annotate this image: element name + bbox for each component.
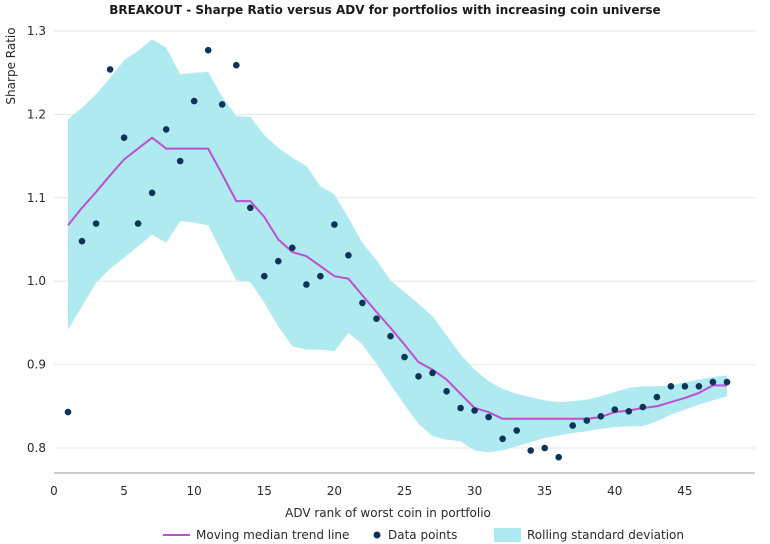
data-point	[106, 66, 114, 73]
legend-label-data-points: Data points	[388, 528, 457, 542]
x-tick-label: 35	[537, 484, 552, 498]
y-tick-labels: 0.8 0.9 1.0 1.1 1.2 1.3	[27, 24, 46, 455]
data-point	[709, 378, 717, 386]
data-point	[162, 126, 170, 133]
data-point	[218, 101, 226, 108]
data-point	[695, 383, 703, 390]
x-tick-label: 25	[397, 484, 412, 498]
data-point	[527, 447, 534, 454]
data-point	[190, 97, 198, 105]
data-point	[345, 252, 352, 259]
data-point	[667, 383, 675, 390]
data-point	[134, 220, 142, 227]
data-point	[583, 417, 591, 424]
y-tick-label: 1.3	[27, 24, 46, 38]
data-point	[64, 408, 72, 416]
data-point	[373, 315, 380, 323]
legend: Moving median trend line Data points Rol…	[163, 528, 684, 542]
rolling-std-band	[68, 39, 727, 453]
data-point	[317, 272, 324, 280]
data-point	[723, 378, 731, 386]
x-tick-label: 5	[120, 484, 128, 498]
std-band-layer	[68, 39, 727, 453]
data-point	[331, 221, 338, 228]
data-point	[541, 444, 548, 452]
data-points-layer	[64, 46, 731, 461]
y-axis-label: Sharpe Ratio	[4, 27, 18, 104]
data-point	[204, 46, 212, 54]
chart-title: BREAKOUT - Sharpe Ratio versus ADV for p…	[109, 3, 660, 17]
data-point	[303, 281, 310, 288]
data-point	[247, 204, 254, 212]
data-point	[120, 134, 128, 141]
y-tick-label: 1.1	[27, 191, 46, 205]
data-point	[429, 369, 436, 377]
data-point	[625, 408, 633, 415]
y-tick-label: 1.0	[27, 274, 46, 288]
x-tick-label: 40	[607, 484, 622, 498]
data-point	[597, 413, 605, 420]
data-point	[499, 435, 506, 443]
y-tick-label: 1.2	[27, 107, 46, 121]
x-tick-label: 20	[327, 484, 342, 498]
data-point	[457, 404, 464, 412]
data-point	[653, 393, 661, 401]
data-point	[555, 453, 562, 461]
data-point	[78, 237, 86, 245]
data-point	[471, 407, 478, 414]
data-point	[485, 413, 492, 421]
data-point	[611, 406, 619, 413]
legend-item-rolling-std: Rolling standard deviation	[494, 528, 684, 542]
x-tick-label: 30	[467, 484, 482, 498]
x-tick-label: 0	[50, 484, 58, 498]
data-point	[415, 373, 422, 380]
legend-item-data-points: Data points	[373, 528, 457, 542]
x-tick-label: 15	[257, 484, 272, 498]
data-point	[401, 353, 408, 361]
y-tick-label: 0.9	[27, 358, 46, 372]
legend-swatch-rolling-std	[494, 528, 521, 542]
data-point	[148, 189, 156, 197]
data-point	[289, 244, 296, 252]
legend-label-rolling-std: Rolling standard deviation	[527, 528, 684, 542]
data-point	[569, 422, 576, 429]
y-tick-label: 0.8	[27, 441, 46, 455]
legend-item-trend-line: Moving median trend line	[163, 528, 349, 542]
data-point	[275, 257, 282, 265]
x-tick-label: 45	[677, 484, 692, 498]
x-tick-label: 10	[187, 484, 202, 498]
x-axis-label: ADV rank of worst coin in portfolio	[285, 506, 491, 520]
data-point	[513, 427, 520, 434]
data-point	[233, 61, 240, 69]
legend-label-trend-line: Moving median trend line	[196, 528, 349, 542]
data-point	[92, 220, 100, 227]
legend-swatch-data-points	[373, 531, 381, 539]
data-point	[261, 272, 268, 280]
data-point	[639, 403, 647, 411]
data-point	[359, 299, 366, 307]
data-point	[176, 157, 184, 165]
x-tick-labels: 0 5 10 15 20 25 30 35 40 45	[50, 484, 692, 498]
data-point	[681, 383, 689, 390]
data-point	[387, 332, 394, 340]
data-point	[443, 388, 450, 395]
